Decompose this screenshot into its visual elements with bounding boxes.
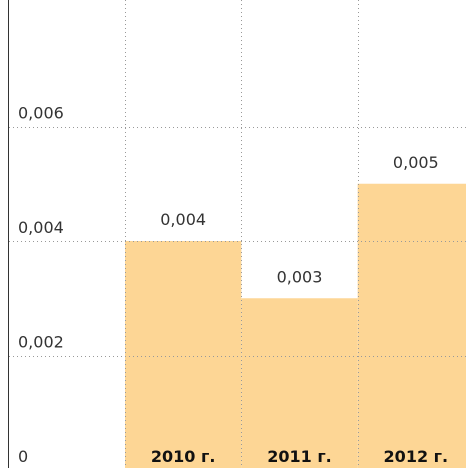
y-tick-label: 0: [18, 447, 28, 466]
value-label: 0,004: [160, 210, 206, 229]
y-tick-label: 0,006: [18, 104, 64, 123]
bar: [125, 241, 242, 468]
bar: [357, 183, 466, 468]
x-tick-label: 2011 г.: [267, 447, 332, 466]
y-tick-label: 0,004: [18, 218, 64, 237]
value-label: 0,005: [393, 153, 439, 172]
x-tick-label: 2010 г.: [151, 447, 216, 466]
value-label: 0,003: [277, 267, 323, 286]
bar: [241, 298, 358, 468]
x-tick-label: 2012 г.: [384, 447, 449, 466]
y-tick-label: 0,002: [18, 333, 64, 352]
